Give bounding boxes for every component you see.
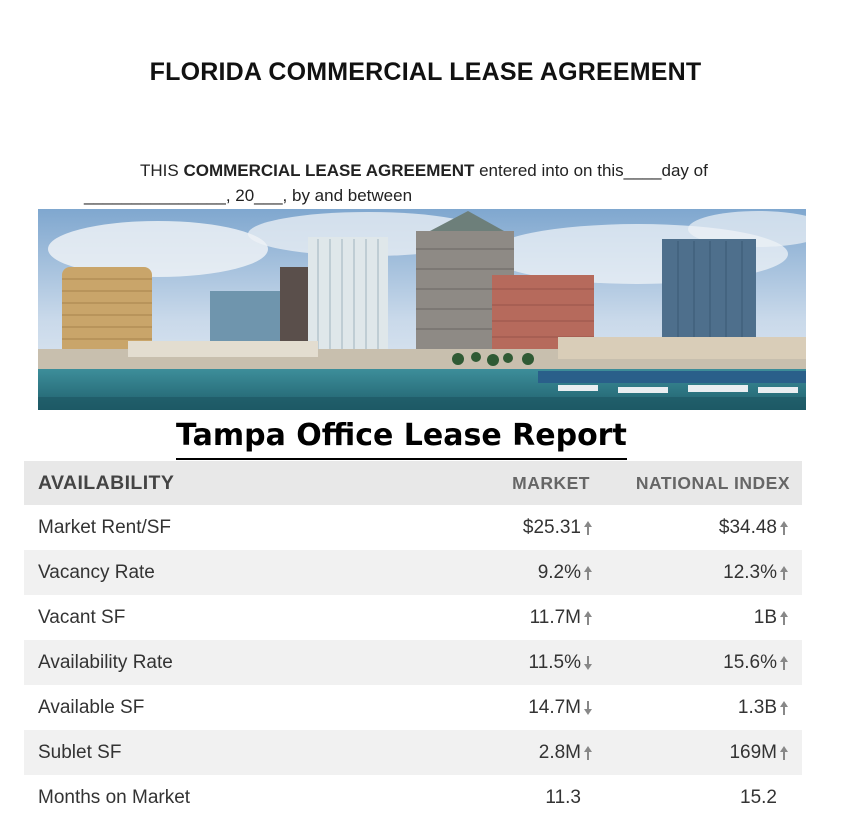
trend-up-icon [780, 565, 790, 580]
national-value: 15.6% [594, 652, 802, 674]
intro-prefix: THIS [140, 161, 184, 180]
row-label: Months on Market [38, 786, 191, 808]
report-title: Tampa Office Lease Report [176, 416, 627, 460]
trend-up-icon [584, 520, 594, 535]
national-value-text: 15.2 [740, 786, 777, 808]
market-value: 14.7M [404, 697, 594, 719]
table-row: Vacancy Rate 9.2% 12.3% [24, 550, 802, 595]
trend-up-icon [584, 565, 594, 580]
table-row: Availability Rate 11.5% 15.6% [24, 640, 802, 685]
row-label: Market Rent/SF [38, 516, 172, 538]
market-value-text: 2.8M [538, 741, 581, 763]
table-row: Months on Market 11.3 15.2 [24, 775, 802, 820]
market-value: 11.5% [404, 652, 594, 674]
market-value: 11.3 [404, 787, 594, 809]
trend-up-icon [780, 745, 790, 760]
national-value-text: 169M [729, 741, 777, 763]
national-value: 1B [594, 607, 802, 629]
national-value: 1.3B [594, 697, 802, 719]
national-value-text: $34.48 [718, 516, 777, 538]
trend-up-icon [780, 610, 790, 625]
market-value-text: 14.7M [528, 696, 581, 718]
tampa-skyline-photo [38, 209, 806, 410]
national-value-text: 1B [753, 606, 777, 628]
availability-table: AVAILABILITY MARKET NATIONAL INDEX Marke… [24, 461, 802, 820]
market-value: 9.2% [404, 562, 594, 584]
market-value: $25.31 [404, 517, 594, 539]
table-row: Market Rent/SF $25.31 $34.48 [24, 505, 802, 550]
national-value: 12.3% [594, 562, 802, 584]
skyline-illustration [38, 209, 806, 410]
row-label: Vacancy Rate [38, 561, 155, 583]
national-value-text: 15.6% [723, 651, 777, 673]
market-value: 11.7M [404, 607, 594, 629]
row-label: Vacant SF [38, 606, 126, 628]
header-availability: AVAILABILITY [38, 471, 175, 494]
trend-up-icon [780, 520, 790, 535]
market-value: 2.8M [404, 742, 594, 764]
intro-suffix: entered into on this____day of [474, 161, 708, 180]
row-label: Available SF [38, 696, 145, 718]
trend-up-icon [780, 700, 790, 715]
trend-up-icon [584, 610, 594, 625]
market-value-text: 11.5% [528, 651, 581, 673]
intro-paragraph: THIS COMMERCIAL LEASE AGREEMENT entered … [84, 158, 804, 208]
header-market: MARKET [512, 472, 590, 493]
intro-bold: COMMERCIAL LEASE AGREEMENT [183, 161, 475, 180]
national-value-text: 12.3% [723, 561, 777, 583]
intro-line-2: _______________, 20___, by and between [84, 186, 413, 205]
market-value-text: 9.2% [537, 561, 581, 583]
table-row: Sublet SF 2.8M 169M [24, 730, 802, 775]
national-value: 15.2 [594, 787, 802, 809]
table-header: AVAILABILITY MARKET NATIONAL INDEX [24, 461, 802, 505]
row-label: Sublet SF [38, 741, 122, 763]
market-value-text: $25.31 [522, 516, 581, 538]
trend-up-icon [584, 745, 594, 760]
row-label: Availability Rate [38, 651, 173, 673]
intro-line-1: THIS COMMERCIAL LEASE AGREEMENT entered … [84, 158, 804, 183]
trend-down-icon [584, 655, 594, 670]
table-row: Available SF 14.7M 1.3B [24, 685, 802, 730]
national-value-text: 1.3B [737, 696, 777, 718]
header-national-index: NATIONAL INDEX [635, 472, 790, 493]
national-value: $34.48 [594, 517, 802, 539]
national-value: 169M [594, 742, 802, 764]
table-body: Market Rent/SF $25.31 $34.48 Vacancy Rate 9.… [24, 505, 802, 820]
market-value-text: 11.3 [545, 786, 581, 808]
trend-up-icon [780, 655, 790, 670]
trend-down-icon [584, 700, 594, 715]
market-value-text: 11.7M [529, 606, 581, 628]
table-row: Vacant SF 11.7M 1B [24, 595, 802, 640]
document-title: FLORIDA COMMERCIAL LEASE AGREEMENT [149, 58, 702, 86]
